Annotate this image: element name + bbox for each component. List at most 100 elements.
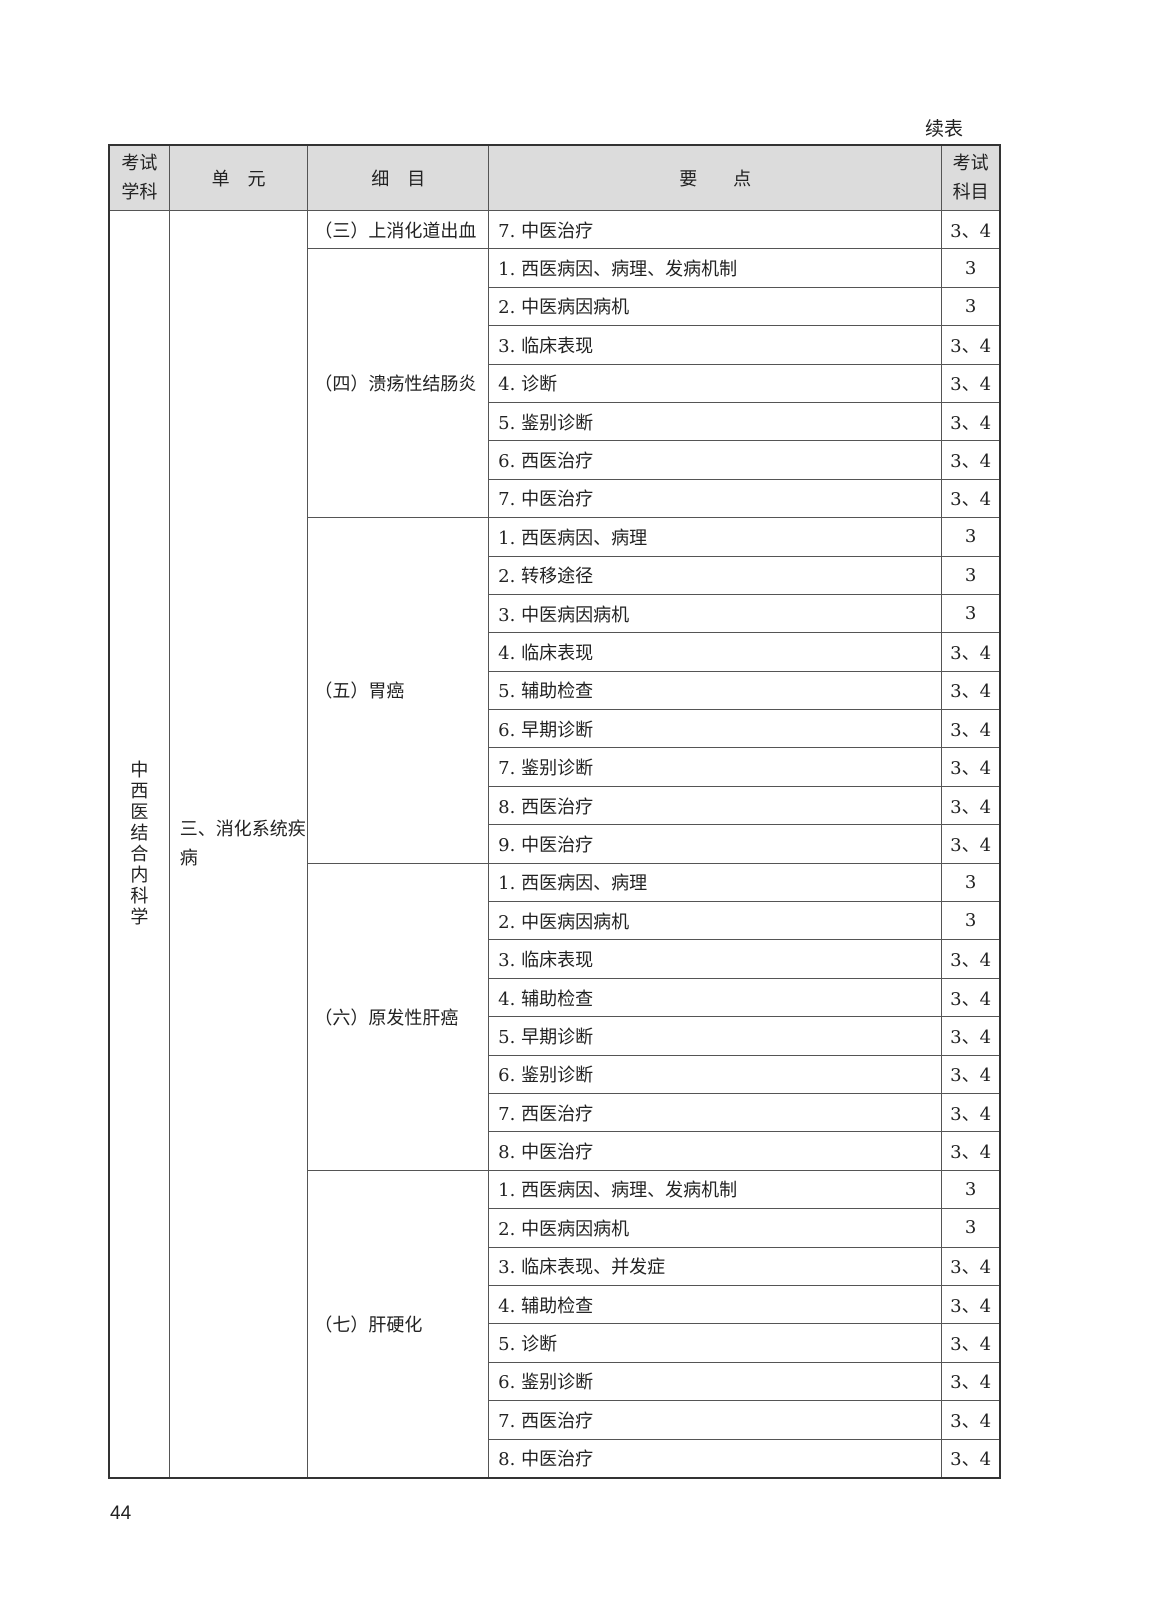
table-row: 4. 辅助检查 3、4 — [109, 977, 1001, 1018]
level-cell: 3、4 — [941, 325, 1001, 365]
subject-text: 中西医结合内科学 — [130, 759, 149, 928]
table-row: 2. 转移途径 3 — [109, 555, 1001, 595]
level-cell: 3、4 — [941, 1400, 1001, 1440]
table-row: （五）胃癌 1. 西医病因、病理 3 — [109, 517, 1001, 864]
item-cell: （三）上消化道出血 — [307, 209, 490, 250]
level-cell: 3、4 — [941, 1016, 1001, 1056]
table-row: 4. 辅助检查 3、4 — [109, 1284, 1001, 1325]
header-point: 要 点 — [488, 144, 943, 211]
level-cell: 3 — [941, 555, 1001, 595]
continued-label: 续表 — [925, 118, 964, 140]
syllabus-table: 考试学科 单 元 细 目 要 点 考试科目 中西医结合内科学 三、消化系统疾病 （三… — [108, 144, 1001, 1479]
point-cell: 7. 中医治疗 — [488, 209, 943, 250]
level-cell: 3、4 — [941, 977, 1001, 1018]
table-row: 8. 中医治疗 3、4 — [109, 1131, 1001, 1171]
point-cell: 6. 早期诊断 — [488, 709, 943, 749]
point-cell: 6. 西医治疗 — [488, 440, 943, 480]
level-cell: 3、4 — [941, 709, 1001, 749]
table-row: 中西医结合内科学 三、消化系统疾病 （三）上消化道出血 7. 中医治疗 3、4 — [108, 209, 1001, 1479]
point-cell: 2. 中医病因病机 — [488, 286, 943, 327]
level-cell: 3、4 — [941, 785, 1001, 826]
point-cell: 4. 临床表现 — [488, 632, 943, 672]
level-cell: 3、4 — [941, 401, 1001, 442]
point-cell: 2. 中医病因病机 — [488, 901, 943, 941]
level-cell: 3、4 — [941, 209, 1001, 250]
table-row: （六）原发性肝癌 1. 西医病因、病理 3 — [109, 862, 1001, 1171]
point-cell: 1. 西医病因、病理 — [488, 862, 943, 903]
level-cell: 3 — [941, 248, 1001, 288]
point-cell: 1. 西医病因、病理 — [488, 517, 943, 557]
table-row: 6. 早期诊断 3、4 — [109, 709, 1001, 749]
level-cell: 3、4 — [941, 670, 1001, 711]
level-cell: 3 — [941, 286, 1001, 327]
item-cell: （七）肝硬化 — [307, 1169, 490, 1479]
point-cell: 5. 早期诊断 — [488, 1016, 943, 1056]
level-cell: 3、4 — [941, 1092, 1001, 1133]
point-cell: 6. 鉴别诊断 — [488, 1054, 943, 1094]
point-cell: 3. 临床表现 — [488, 325, 943, 365]
point-cell: 2. 转移途径 — [488, 555, 943, 595]
point-cell: 4. 辅助检查 — [488, 977, 943, 1018]
point-cell: 4. 诊断 — [488, 363, 943, 403]
level-cell: 3、4 — [941, 1323, 1001, 1363]
level-cell: 3 — [941, 517, 1001, 557]
point-cell: 5. 辅助检查 — [488, 670, 943, 711]
table-row: 7. 西医治疗 3、4 — [109, 1400, 1001, 1440]
level-cell: 3、4 — [941, 632, 1001, 672]
level-cell: 3 — [941, 593, 1001, 634]
point-cell: 5. 诊断 — [488, 1323, 943, 1363]
level-cell: 3、4 — [941, 1054, 1001, 1094]
point-cell: 5. 鉴别诊断 — [488, 401, 943, 442]
level-cell: 3、4 — [941, 939, 1001, 979]
table-row: 5. 诊断 3、4 — [109, 1323, 1001, 1363]
point-cell: 7. 西医治疗 — [488, 1092, 943, 1133]
level-cell: 3 — [941, 862, 1001, 903]
item-cell: （六）原发性肝癌 — [307, 862, 490, 1171]
page-number: 44 — [110, 1503, 132, 1524]
table-row: 3. 临床表现 3、4 — [109, 939, 1001, 979]
table-row: 5. 早期诊断 3、4 — [109, 1016, 1001, 1056]
point-cell: 3. 中医病因病机 — [488, 593, 943, 634]
point-cell: 9. 中医治疗 — [488, 824, 943, 864]
point-cell: 7. 鉴别诊断 — [488, 747, 943, 787]
table-row: 8. 中医治疗 3、4 — [109, 1438, 1001, 1479]
level-cell: 3、4 — [941, 363, 1001, 403]
point-cell: 2. 中医病因病机 — [488, 1208, 943, 1248]
table-row: 6. 鉴别诊断 3、4 — [109, 1054, 1001, 1094]
level-cell: 3、4 — [941, 1438, 1001, 1479]
table-row: 3. 临床表现 3、4 — [109, 325, 1001, 365]
level-cell: 3 — [941, 901, 1001, 941]
table-row: 2. 中医病因病机 3 — [109, 1208, 1001, 1248]
table-row: 4. 临床表现 3、4 — [109, 632, 1001, 672]
level-cell: 3、4 — [941, 1131, 1001, 1171]
level-cell: 3、4 — [941, 478, 1001, 519]
point-cell: 4. 辅助检查 — [488, 1284, 943, 1325]
item-cell: （五）胃癌 — [307, 517, 490, 864]
level-cell: 3、4 — [941, 747, 1001, 787]
level-cell: 3、4 — [941, 824, 1001, 864]
point-cell: 8. 西医治疗 — [488, 785, 943, 826]
table-row: 7. 鉴别诊断 3、4 — [109, 747, 1001, 787]
point-cell: 3. 临床表现、并发症 — [488, 1246, 943, 1286]
table-row: 3. 中医病因病机 3 — [109, 593, 1001, 634]
subject-cell: 中西医结合内科学 — [108, 209, 170, 1479]
table-row: （四）溃疡性结肠炎 1. 西医病因、病理、发病机制 3 — [109, 248, 1001, 519]
header-subject: 考试学科 — [108, 144, 170, 211]
table-row: 6. 鉴别诊断 3、4 — [109, 1361, 1001, 1402]
point-cell: 3. 临床表现 — [488, 939, 943, 979]
level-cell: 3、4 — [941, 1361, 1001, 1402]
table-row: 4. 诊断 3、4 — [109, 363, 1001, 403]
point-cell: 8. 中医治疗 — [488, 1131, 943, 1171]
point-cell: 7. 中医治疗 — [488, 478, 943, 519]
level-cell: 3、4 — [941, 1246, 1001, 1286]
level-cell: 3 — [941, 1169, 1001, 1210]
point-cell: 1. 西医病因、病理、发病机制 — [488, 248, 943, 288]
point-cell: 6. 鉴别诊断 — [488, 1361, 943, 1402]
point-cell: 8. 中医治疗 — [488, 1438, 943, 1479]
table-row: 3. 临床表现、并发症 3、4 — [109, 1246, 1001, 1286]
level-cell: 3 — [941, 1208, 1001, 1248]
header-unit: 单 元 — [168, 144, 309, 211]
point-cell: 1. 西医病因、病理、发病机制 — [488, 1169, 943, 1210]
header-level-text: 考试科目 — [952, 153, 989, 203]
point-cell: 7. 西医治疗 — [488, 1400, 943, 1440]
